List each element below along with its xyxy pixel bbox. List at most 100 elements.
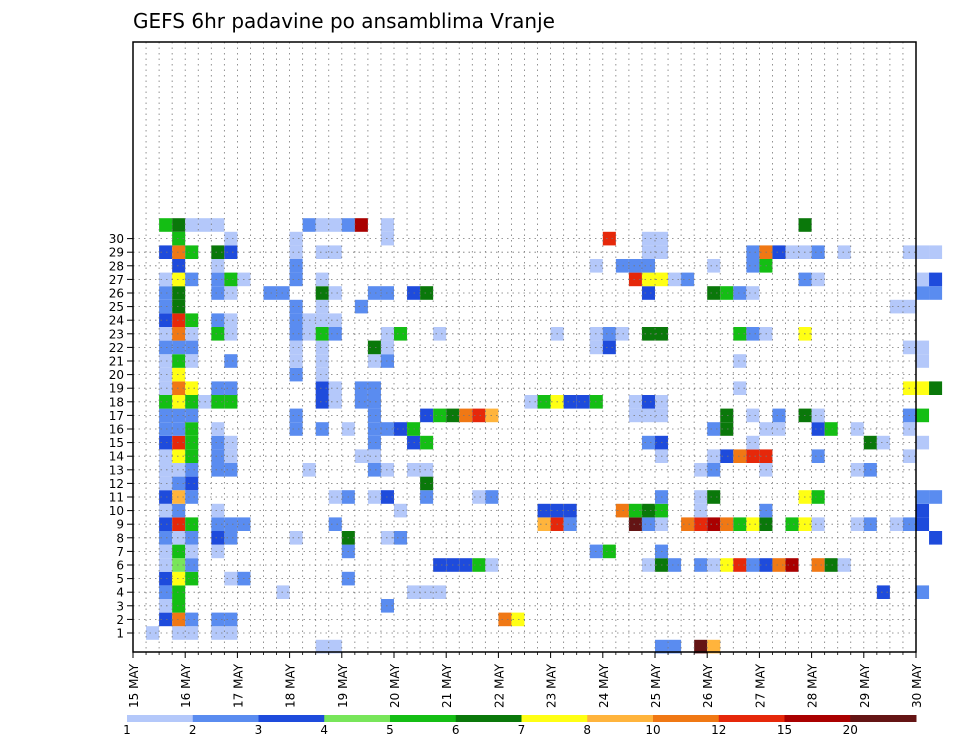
heatmap-cell <box>367 354 381 368</box>
heatmap-cell <box>185 612 199 627</box>
heatmap-cell <box>185 476 199 491</box>
x-tick-label: 28 MAY <box>806 663 820 708</box>
legend-label: 12 <box>711 723 726 737</box>
y-tick-label: 10 <box>109 504 124 518</box>
y-tick-label: 6 <box>116 559 124 573</box>
legend-label: 15 <box>777 723 792 737</box>
heatmap-cell <box>185 626 199 640</box>
heatmap-cell <box>916 517 930 531</box>
heatmap-cell <box>628 272 642 287</box>
x-tick-label: 23 MAY <box>545 663 559 708</box>
heatmap-cell <box>746 286 760 300</box>
heatmap-cell <box>172 367 186 382</box>
heatmap-cell <box>146 626 160 640</box>
heatmap-cell <box>159 531 173 545</box>
heatmap-cell <box>641 259 655 273</box>
heatmap-cell <box>772 408 786 423</box>
heatmap-cell <box>472 490 486 504</box>
heatmap-cell <box>328 517 342 531</box>
y-tick-label: 26 <box>109 287 124 301</box>
y-tick-label: 11 <box>109 491 124 505</box>
heatmap-cell <box>916 245 930 259</box>
heatmap-cell <box>224 272 238 287</box>
legend-swatch <box>718 715 785 722</box>
heatmap-cell <box>315 299 329 314</box>
heatmap-cell <box>159 395 173 409</box>
heatmap-cell <box>707 463 721 477</box>
y-tick-label: 22 <box>109 341 124 355</box>
heatmap-cell <box>811 558 825 572</box>
heatmap-cell <box>916 585 930 599</box>
heatmap-cell <box>367 435 381 450</box>
heatmap-cell <box>367 422 381 436</box>
heatmap-cell <box>159 571 173 586</box>
heatmap-cell <box>733 558 747 572</box>
heatmap-cell <box>929 490 943 504</box>
heatmap-cell <box>537 517 551 531</box>
heatmap-cell <box>159 463 173 477</box>
heatmap-cell <box>916 435 930 450</box>
y-tick-label: 9 <box>116 518 124 532</box>
y-tick-label: 14 <box>109 450 124 464</box>
heatmap-cell <box>641 517 655 531</box>
heatmap-cell <box>472 408 486 423</box>
heatmap-cell <box>185 449 199 463</box>
heatmap-cell <box>289 354 303 368</box>
heatmap-cell <box>537 395 551 409</box>
heatmap-cell <box>172 517 186 531</box>
heatmap-cell <box>185 327 199 341</box>
heatmap-cell <box>224 286 238 300</box>
heatmap-cell <box>289 245 303 259</box>
grid-layer <box>133 42 916 652</box>
heatmap-cell <box>916 340 930 355</box>
heatmap-cell <box>420 286 434 300</box>
heatmap-cell <box>172 245 186 259</box>
heatmap-cell <box>602 340 616 355</box>
heatmap-cell <box>837 558 851 572</box>
heatmap-cell <box>159 286 173 300</box>
heatmap-cell <box>224 463 238 477</box>
heatmap-cell <box>837 245 851 259</box>
legend-label: 5 <box>386 723 394 737</box>
heatmap-cell <box>772 422 786 436</box>
heatmap-cell <box>354 381 368 395</box>
chart-title: GEFS 6hr padavine po ansamblima Vranje <box>133 9 555 33</box>
heatmap-cell <box>328 245 342 259</box>
heatmap-cell <box>289 367 303 382</box>
heatmap-cell <box>224 517 238 531</box>
heatmap-cell <box>185 544 199 559</box>
heatmap-cell <box>159 599 173 613</box>
heatmap-cell <box>746 408 760 423</box>
heatmap-cell <box>211 531 225 545</box>
heatmap-cell <box>433 558 447 572</box>
heatmap-cell <box>289 231 303 246</box>
heatmap-cell <box>185 517 199 531</box>
heatmap-cell <box>211 422 225 436</box>
y-tick-label: 2 <box>116 613 124 627</box>
legend-label: 10 <box>645 723 660 737</box>
heatmap-cell <box>655 639 669 654</box>
y-tick-label: 30 <box>109 232 124 246</box>
heatmap-cell <box>563 503 577 518</box>
heatmap-cell <box>615 327 629 341</box>
heatmap-cell <box>641 408 655 423</box>
heatmap-cell <box>707 286 721 300</box>
heatmap-cell <box>159 585 173 599</box>
x-tick-label: 29 MAY <box>858 663 872 708</box>
y-tick-label: 5 <box>116 572 124 586</box>
heatmap-cell <box>211 327 225 341</box>
legend-swatch <box>258 715 325 722</box>
heatmap-cell <box>159 612 173 627</box>
legend-swatch <box>784 715 851 722</box>
heatmap-cell <box>354 449 368 463</box>
heatmap-cell <box>615 259 629 273</box>
heatmap-cell <box>211 272 225 287</box>
heatmap-cell <box>211 544 225 559</box>
heatmap-cell <box>159 340 173 355</box>
heatmap-cell <box>159 503 173 518</box>
y-tick-label: 20 <box>109 368 124 382</box>
heatmap-cell <box>746 449 760 463</box>
heatmap-cell <box>628 503 642 518</box>
heatmap-cell <box>746 558 760 572</box>
